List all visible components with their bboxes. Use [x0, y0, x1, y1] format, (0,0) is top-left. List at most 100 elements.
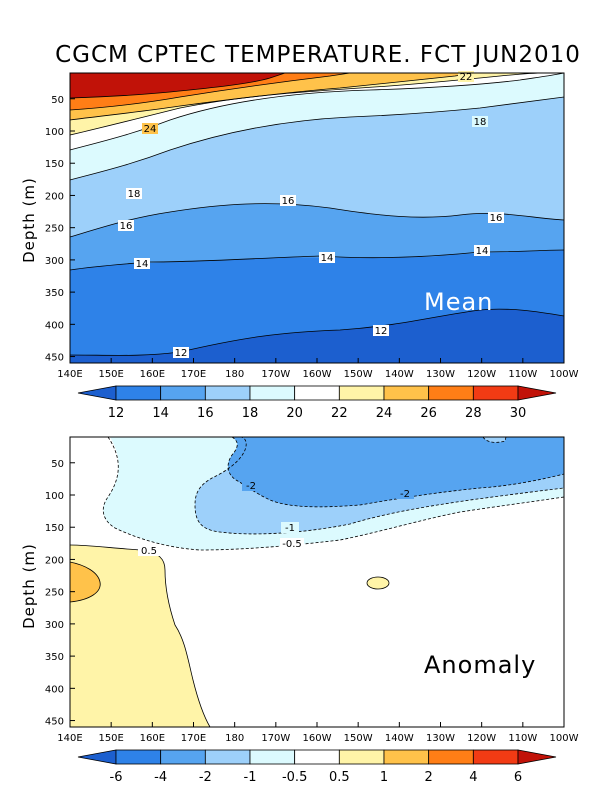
- svg-text:14: 14: [321, 253, 334, 264]
- y-tick-label: 450: [45, 353, 64, 364]
- colorbar-segment: [294, 385, 340, 401]
- anomaly-panel-label: Anomaly: [424, 651, 536, 679]
- anomaly-contour-labels: -2 -2 -1 -0.5 0.5: [138, 480, 414, 557]
- x-tick-label: 180: [225, 733, 244, 744]
- contour-label: 16: [280, 195, 296, 207]
- mean-contour-labels: 22 24 18 18 16 16 16 14 14 14 12 12: [118, 71, 504, 359]
- contour-label: 18: [472, 116, 488, 128]
- contour-label: 22: [458, 71, 474, 83]
- contour-label: 14: [134, 258, 150, 270]
- x-tick-label: 170W: [261, 369, 290, 380]
- x-tick-label: 110W: [508, 733, 537, 744]
- colorbar-segment: [428, 749, 474, 765]
- colorbar-label: 14: [152, 406, 169, 421]
- contour-label: 14: [319, 252, 335, 264]
- mean-band-20: [70, 73, 564, 180]
- colorbar-segment: [338, 749, 385, 765]
- colorbar-label: 1: [380, 770, 388, 785]
- y-tick-label: 450: [45, 717, 64, 728]
- mean-y-ticks: 50 100 150 200 250 300 350 400 450: [45, 95, 75, 364]
- x-tick-label: 100W: [550, 369, 579, 380]
- colorbar-label: -6: [110, 770, 123, 785]
- x-tick-label: 160W: [303, 369, 332, 380]
- svg-text:-2: -2: [400, 489, 410, 500]
- colorbar-label: 22: [331, 406, 348, 421]
- colorbar-segment: [472, 749, 519, 765]
- x-tick-label: 130W: [426, 733, 455, 744]
- colorbar-segment: [115, 385, 162, 401]
- colorbar-segment: [115, 749, 162, 765]
- contour-label: 14: [474, 245, 490, 257]
- mean-contour: [69, 72, 546, 136]
- x-tick-label: 100W: [550, 733, 579, 744]
- x-tick-label: 140W: [385, 733, 414, 744]
- colorbar-label: -0.5: [282, 770, 307, 785]
- x-tick-label: 150W: [344, 369, 373, 380]
- y-tick-label: 250: [45, 588, 64, 599]
- contour-label: 12: [373, 325, 389, 337]
- contour-label: -1: [281, 522, 299, 534]
- y-tick-label: 250: [45, 224, 64, 235]
- colorbar-label: 12: [108, 406, 125, 421]
- mean-contour: [69, 96, 565, 181]
- x-tick-label: 180: [225, 369, 244, 380]
- anomaly-colorbar: -6 -4 -2 -1 -0.5 0.5 1 2 4 6: [77, 749, 557, 785]
- colorbar-segment: [338, 385, 385, 401]
- x-tick-label: 120W: [467, 733, 496, 744]
- anomaly-y-ticks: 50 100 150 200 250 300 350 400 450: [45, 459, 75, 728]
- anomaly-band-neg-2: [228, 437, 564, 507]
- colorbar-segment: [204, 385, 251, 401]
- mean-y-axis-label: Depth (m): [20, 177, 38, 263]
- anomaly-contour: [482, 436, 507, 443]
- colorbar-segment: [383, 749, 430, 765]
- colorbar-label: 6: [514, 770, 522, 785]
- y-tick-label: 200: [45, 555, 64, 566]
- mean-contour: [69, 72, 286, 99]
- svg-text:16: 16: [490, 213, 503, 224]
- colorbar-label: -2: [199, 770, 212, 785]
- y-tick-label: 150: [45, 523, 64, 534]
- x-tick-label: 150E: [98, 369, 123, 380]
- anomaly-contour: [227, 436, 565, 508]
- colorbar-segment: [160, 385, 206, 401]
- x-tick-label: 110W: [508, 369, 537, 380]
- svg-text:14: 14: [136, 259, 149, 270]
- anomaly-contour: [69, 544, 211, 728]
- mean-band-30: [70, 73, 285, 98]
- y-tick-label: 350: [45, 288, 64, 299]
- anomaly-band-pos-1: [366, 576, 390, 590]
- colorbar-label: 30: [510, 406, 527, 421]
- colorbar-label: 16: [197, 406, 214, 421]
- svg-text:12: 12: [375, 326, 388, 337]
- svg-text:18: 18: [474, 117, 487, 128]
- mean-x-ticks: 140E 150E 160E 170E 180 170W 160W 150W 140W 130W 1…: [57, 358, 579, 380]
- x-tick-label: 120W: [467, 369, 496, 380]
- y-tick-label: 50: [51, 95, 64, 106]
- colorbar-segment: [249, 385, 296, 401]
- mean-band-16: [70, 203, 564, 270]
- x-tick-label: 160W: [303, 733, 332, 744]
- svg-text:16: 16: [120, 221, 133, 232]
- mean-panel-label: Mean: [424, 288, 493, 316]
- y-tick-label: 350: [45, 652, 64, 663]
- contour-label: 16: [488, 212, 504, 224]
- x-tick-label: 170E: [181, 369, 206, 380]
- colorbar-arrow-low: [77, 385, 117, 401]
- x-tick-label: 160E: [140, 369, 165, 380]
- contour-label: 16: [118, 220, 134, 232]
- x-tick-label: 140W: [385, 369, 414, 380]
- anomaly-x-ticks: 140E 150E 160E 170E 180 170W 160W 150W 140W 130W 1…: [57, 722, 579, 744]
- x-tick-label: 160E: [140, 733, 165, 744]
- contour-label: 24: [142, 123, 158, 135]
- anomaly-y-axis-label: Depth (m): [20, 543, 38, 629]
- colorbar-label: 2: [425, 770, 433, 785]
- y-tick-label: 300: [45, 620, 64, 631]
- y-tick-label: 300: [45, 256, 64, 267]
- mean-band-12: [70, 309, 564, 363]
- mean-contour: [69, 72, 351, 111]
- colorbar-label: 24: [376, 406, 393, 421]
- svg-text:14: 14: [476, 246, 489, 257]
- svg-text:18: 18: [128, 189, 141, 200]
- x-tick-label: 170E: [181, 733, 206, 744]
- x-tick-label: 130W: [426, 369, 455, 380]
